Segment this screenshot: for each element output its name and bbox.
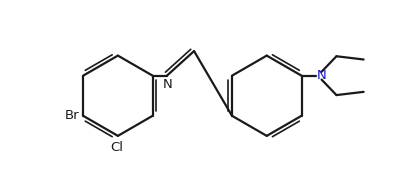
Text: Br: Br — [65, 109, 79, 122]
Text: N: N — [163, 78, 172, 91]
Text: N: N — [317, 69, 327, 82]
Text: Cl: Cl — [110, 141, 123, 154]
